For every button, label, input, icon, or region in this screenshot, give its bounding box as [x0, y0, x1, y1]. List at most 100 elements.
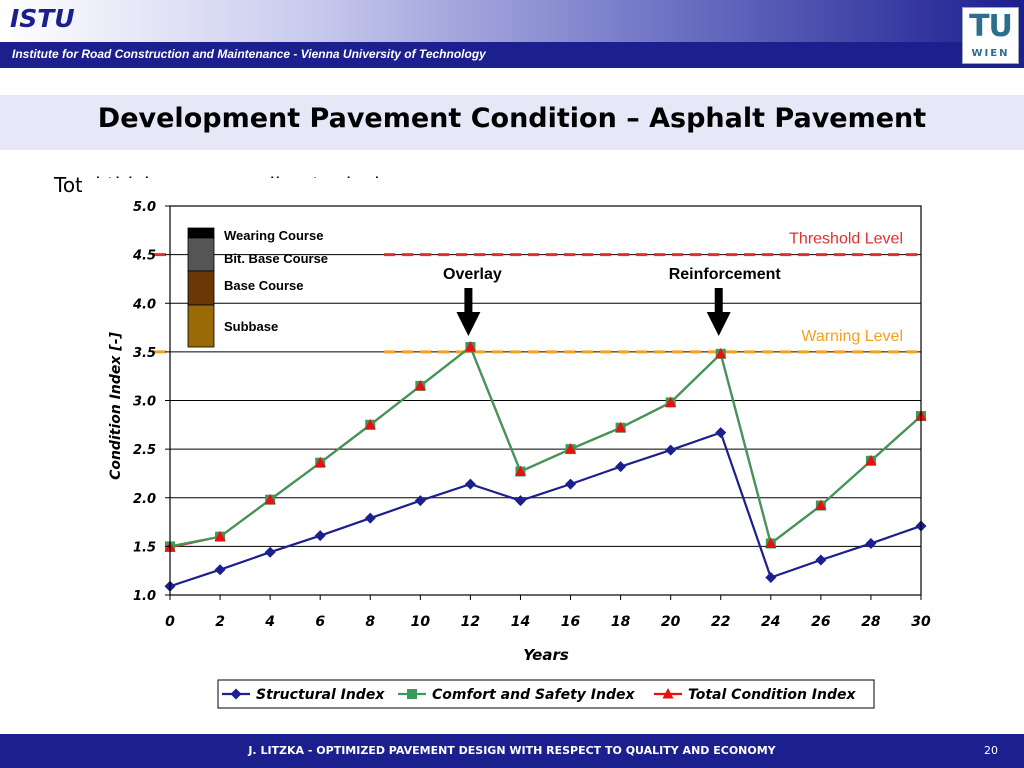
slide-header: ISTU Institute for Road Construction and… — [0, 0, 1024, 68]
data-point — [715, 427, 727, 439]
x-tick-label: 20 — [661, 614, 681, 630]
y-tick-label: 1.5 — [133, 540, 156, 555]
series-legend: Structural Index Comfort and Safety Index… — [217, 679, 875, 709]
chart-background — [82, 178, 948, 715]
annotation-label: Reinforcement — [669, 266, 782, 283]
data-point — [865, 454, 877, 466]
data-point — [264, 493, 276, 505]
layer-label: Wearing Course — [224, 228, 323, 243]
data-point — [765, 571, 777, 583]
y-tick-label: 2.5 — [133, 443, 156, 458]
series-lines — [169, 345, 922, 588]
y-tick-label: 1.0 — [133, 589, 156, 604]
y-tick-label: 3.5 — [133, 346, 156, 361]
data-point — [514, 465, 526, 476]
x-tick-label: 16 — [561, 614, 581, 630]
x-tick-label: 24 — [761, 614, 780, 630]
data-point — [514, 495, 526, 507]
series-markers — [164, 341, 927, 592]
annotations: Overlay Reinforcement — [443, 266, 781, 336]
y-tick-label: 4.5 — [132, 249, 156, 264]
legend-label: Structural Index — [256, 687, 385, 703]
x-tick-label: 12 — [461, 614, 480, 630]
data-point — [314, 530, 326, 542]
legend-label: Total Condition Index — [688, 687, 856, 703]
data-point — [407, 689, 417, 699]
data-point — [364, 418, 376, 430]
x-tick-label: 14 — [511, 614, 530, 630]
y-tick-label: 2.0 — [133, 492, 156, 507]
layer-swatch — [187, 304, 215, 348]
layer-swatch — [187, 237, 215, 272]
data-point — [865, 537, 877, 549]
layer-swatch — [187, 227, 215, 239]
x-tick-label: 10 — [411, 614, 431, 630]
y-tick-label: 3.0 — [133, 395, 156, 410]
data-point — [662, 688, 674, 699]
data-point — [464, 341, 476, 352]
series-line — [169, 345, 922, 548]
annotation-label: Overlay — [443, 266, 502, 283]
annotation-arrow-shaft — [464, 288, 473, 314]
slide-footer: J. LITZKA - OPTIMIZED PAVEMENT DESIGN WI… — [0, 734, 1024, 768]
data-point — [565, 478, 577, 490]
brand-title: ISTU — [10, 4, 75, 33]
layer-label: Bit. Base Course — [224, 251, 328, 266]
logo-wien-text: WIEN — [971, 48, 1010, 59]
layer-legend: Wearing Course Bit. Base Course Base Cours… — [187, 227, 328, 348]
data-point — [815, 554, 827, 566]
data-point — [214, 564, 226, 576]
data-point — [214, 530, 226, 542]
annotation-arrow-shaft — [714, 288, 723, 314]
legend-frame — [217, 679, 875, 709]
series-line — [169, 431, 922, 588]
data-point — [815, 499, 827, 511]
institute-bar: Institute for Road Construction and Main… — [0, 42, 1024, 68]
y-tick-label: 5.0 — [133, 200, 156, 215]
data-point — [765, 537, 777, 548]
slide-number: 20 — [984, 744, 998, 757]
data-point — [665, 396, 677, 407]
y-axis-label: Condition Index [-] — [108, 331, 124, 479]
x-tick-label: 28 — [861, 614, 881, 630]
data-point — [314, 456, 326, 468]
x-tick-label: 6 — [315, 614, 325, 630]
gridlines — [170, 254, 921, 547]
x-tick-label: 26 — [811, 614, 831, 630]
data-point — [615, 461, 627, 473]
x-tick-label: 22 — [711, 614, 730, 630]
reference-lines: Threshold Level Warning Level — [154, 231, 919, 354]
x-tick-label: 4 — [264, 614, 275, 630]
data-point — [414, 495, 426, 507]
layer-swatch — [187, 270, 215, 306]
x-tick-label: 18 — [611, 614, 631, 630]
logo-tu-text: TU — [969, 9, 1013, 44]
title-band: Development Pavement Condition – Asphalt… — [0, 95, 1024, 150]
annotation-arrow-head — [706, 312, 731, 336]
data-point — [230, 688, 242, 700]
slide-title: Development Pavement Condition – Asphalt… — [97, 103, 927, 134]
data-point — [665, 444, 677, 456]
x-tick-label: 2 — [215, 614, 225, 630]
footer-text: J. LITZKA - OPTIMIZED PAVEMENT DESIGN WI… — [248, 744, 776, 757]
data-point — [364, 512, 376, 524]
y-tick-label: 4.0 — [132, 297, 156, 312]
x-tick-label: 8 — [365, 614, 375, 630]
data-point — [414, 379, 426, 391]
condition-chart: Threshold Level Warning Level Wearing Cou… — [82, 178, 948, 715]
data-point — [565, 443, 577, 454]
annotation-arrow-head — [456, 312, 481, 336]
x-tick-label: 30 — [911, 614, 931, 630]
reference-line-label: Warning Level — [801, 328, 903, 345]
axis-ticks: 1.01.52.02.53.03.54.04.55.00 2 4 6 8 10 12 14 16… — [132, 200, 931, 630]
data-point — [715, 347, 727, 359]
layer-label: Subbase — [224, 319, 278, 334]
layer-label: Base Course — [224, 278, 303, 293]
legend-label: Comfort and Safety Index — [432, 687, 635, 703]
tu-wien-logo: TU WIEN — [962, 7, 1019, 64]
data-point — [615, 421, 627, 433]
data-point — [264, 546, 276, 558]
data-point — [464, 478, 476, 490]
x-tick-label: 0 — [165, 614, 175, 630]
institute-name: Institute for Road Construction and Main… — [12, 47, 486, 61]
